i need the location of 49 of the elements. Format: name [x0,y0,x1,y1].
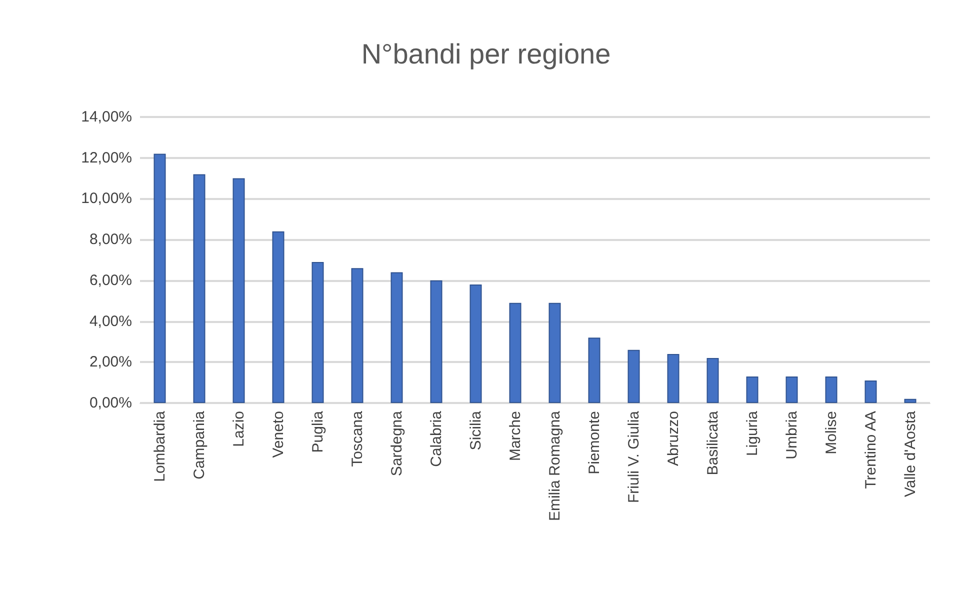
bar [706,358,719,403]
x-tick-label: Sicilia [467,410,484,450]
bar [390,272,403,403]
bar [272,231,284,403]
y-tick-label: 4,00% [89,312,132,330]
bar [154,154,166,403]
bar [312,262,324,403]
y-tick-label: 2,00% [89,354,132,371]
y-tick-label: 6,00% [89,272,132,289]
bar [628,350,640,403]
x-tick-label: Sardegna [388,410,406,476]
chart-title: N°bandi per regione [361,38,611,70]
bar [193,174,206,403]
bar [667,354,680,403]
x-tick-label: Valle d'Aosta [902,410,919,497]
bar [430,280,442,403]
y-tick-label: 12,00% [81,149,132,166]
x-tick-label: Puglia [309,410,326,453]
bar [786,376,798,403]
y-tick-label: 8,00% [89,231,132,248]
x-tick-label: Umbria [783,410,800,460]
bar [351,268,364,403]
bar [904,398,916,403]
x-tick-label: Abruzzo [664,411,682,466]
x-tick-label: Trentino AA [862,411,880,489]
bar [746,376,758,403]
y-tick-label: 10,00% [81,190,132,208]
bar [509,302,522,403]
x-tick-label: Emilia Romagna [546,410,564,522]
x-tick-label: Lombardia [151,410,168,482]
x-tick-label: Molise [822,411,840,454]
bar [548,302,561,403]
bar [588,338,600,403]
y-tick-label: 0,00% [89,394,132,412]
bar [825,376,838,403]
x-tick-label: Toscana [348,410,366,467]
y-tick-label: 14,00% [81,108,132,126]
x-tick-label: Liguria [744,410,761,456]
x-tick-label: Campania [190,410,208,480]
x-tick-label: Basilicata [704,410,722,476]
bar [470,284,482,403]
x-tick-label: Marche [506,411,524,462]
bar [864,380,877,403]
x-tick-label: Friuli V. Giulia [625,410,642,503]
x-tick-label: Veneto [270,411,287,458]
x-tick-label: Calabria [428,410,445,467]
bar [232,178,245,403]
x-tick-label: Lazio [230,411,248,447]
x-tick-label: Piemonte [586,411,603,474]
